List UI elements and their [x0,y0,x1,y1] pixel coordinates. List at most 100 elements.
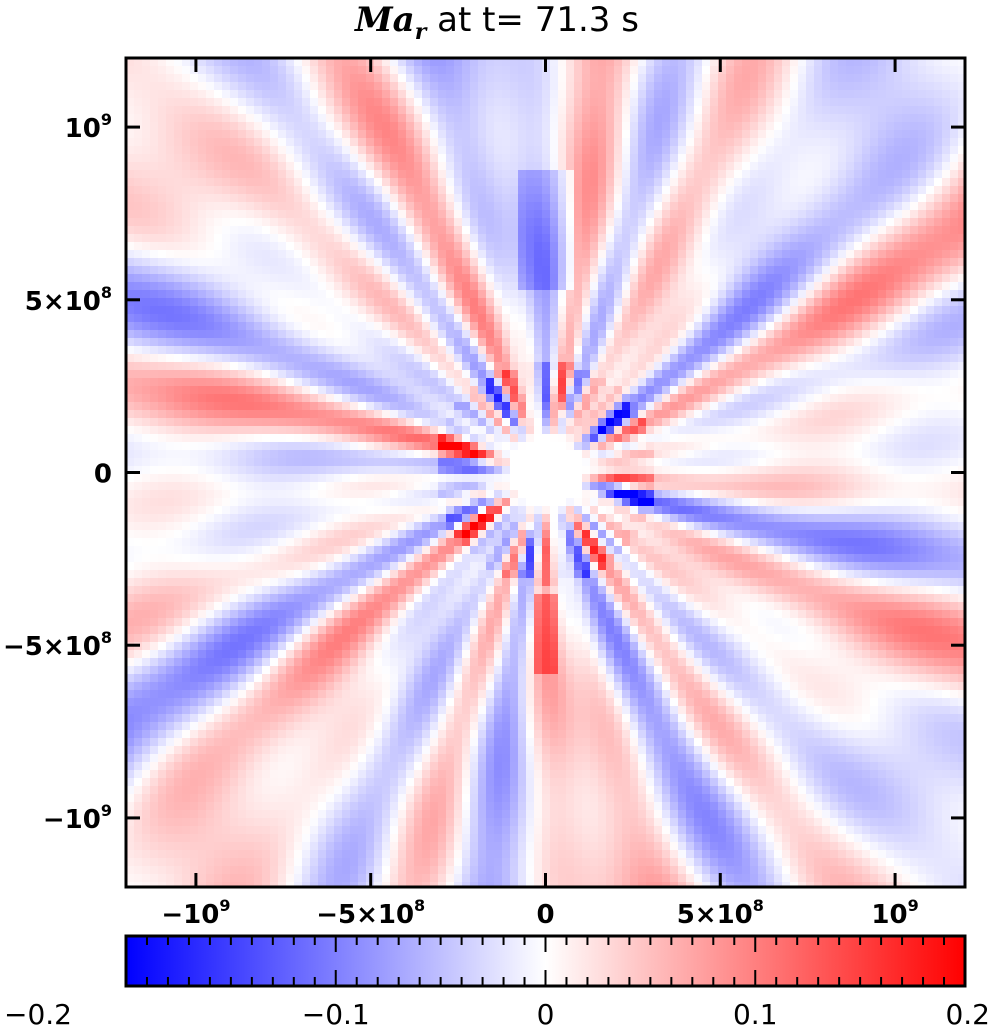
heatmap-cell [150,434,159,443]
heatmap-cell [958,314,965,323]
heatmap-cell [166,362,175,371]
heatmap-cell [846,298,855,307]
heatmap-cell [870,218,879,227]
heatmap-cell [230,418,239,427]
heatmap-cell [238,362,247,371]
heatmap-cell [526,322,535,331]
heatmap-cell [902,226,911,235]
heatmap-cell [934,394,943,403]
heatmap-cell [614,210,623,219]
heatmap-cell [214,58,223,67]
heatmap-cell [718,170,727,179]
heatmap-cell [670,330,679,339]
heatmap-cell [326,250,335,259]
heatmap-cell [958,386,965,395]
heatmap-cell [478,130,487,139]
heatmap-cell [230,426,239,435]
heatmap-cell [150,378,159,387]
heatmap-cell [654,98,663,107]
heatmap-cell [462,178,471,187]
heatmap-cell [150,98,159,107]
heatmap-cell [838,154,847,163]
heatmap-cell [430,202,439,211]
heatmap-cell [534,122,543,131]
heatmap-cell [814,170,823,179]
heatmap-cell [342,130,351,139]
heatmap-cell [446,354,455,363]
heatmap-cell [926,178,935,187]
heatmap-cell [334,162,343,171]
heatmap-cell [398,178,407,187]
heatmap-cell [686,98,695,107]
heatmap-cell [294,242,303,251]
heatmap-cell [590,154,599,163]
heatmap-cell [686,194,695,203]
heatmap-cell [382,106,391,115]
heatmap-cell [334,74,343,83]
heatmap-cell [358,98,367,107]
heatmap-cell [870,170,879,179]
heatmap-cell [190,290,199,299]
heatmap-cell [790,162,799,171]
heatmap-cell [430,106,439,115]
heatmap-cell [534,202,543,211]
heatmap-cell [414,194,423,203]
heatmap-cell [166,434,175,443]
heatmap-cell [142,130,151,139]
heatmap-cell [862,426,871,435]
heatmap-cell [918,106,927,115]
heatmap-cell [366,314,375,323]
heatmap-cell [142,290,151,299]
heatmap-cell [790,66,799,75]
heatmap-cell [358,234,367,243]
heatmap-cell [542,186,551,195]
heatmap-cell [230,290,239,299]
heatmap-cell [214,146,223,155]
heatmap-cell [246,338,255,347]
heatmap-cell [518,426,527,435]
heatmap-cell [670,90,679,99]
heatmap-cell [478,82,487,91]
heatmap-cell [526,202,535,211]
heatmap-cell [254,74,263,83]
heatmap-cell [798,410,807,419]
heatmap-cell [414,306,423,315]
heatmap-cell [334,66,343,75]
heatmap-cell [918,386,927,395]
heatmap-cell [670,98,679,107]
heatmap-cell [662,90,671,99]
heatmap-cell [198,146,207,155]
heatmap-cell [454,154,463,163]
heatmap-cell [950,242,959,251]
heatmap-cell [430,210,439,219]
heatmap-cell [694,90,703,99]
heatmap-cell [398,162,407,171]
heatmap-cell [310,394,319,403]
heatmap-cell [710,146,719,155]
heatmap-cell [958,66,965,75]
heatmap-cell [422,346,431,355]
heatmap-cell [174,234,183,243]
heatmap-cell [702,74,711,83]
heatmap-cell [126,386,135,395]
heatmap-cell [918,242,927,251]
heatmap-cell [422,98,431,107]
heatmap-cell [302,170,311,179]
heatmap-cell [334,146,343,155]
heatmap-cell [198,162,207,171]
heatmap-cell [438,74,447,83]
heatmap-cell [502,130,511,139]
heatmap-cell [198,226,207,235]
heatmap-cell [934,74,943,83]
heatmap-cell [286,234,295,243]
heatmap-cell [558,202,567,211]
heatmap-cell [182,106,191,115]
heatmap-cell [926,426,935,435]
heatmap-cell [142,242,151,251]
heatmap-cell [230,250,239,259]
heatmap-cell [462,154,471,163]
heatmap-cell [454,130,463,139]
heatmap-cell [150,402,159,411]
heatmap-cell [174,146,183,155]
heatmap-cell [278,234,287,243]
